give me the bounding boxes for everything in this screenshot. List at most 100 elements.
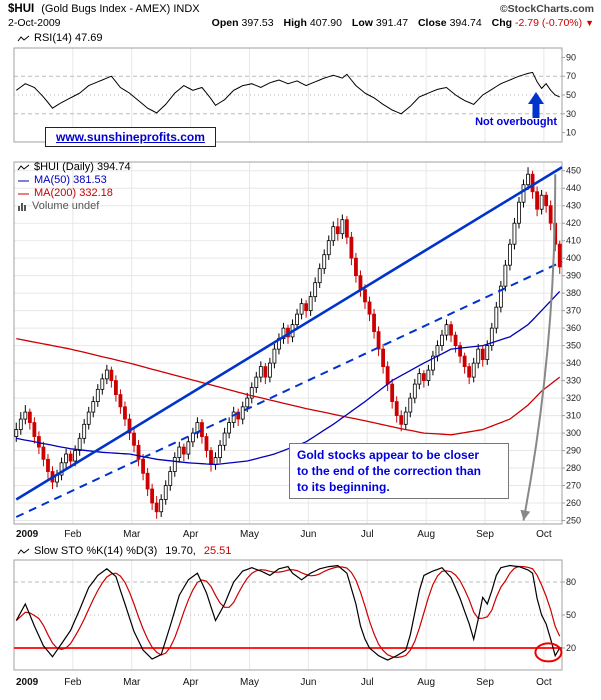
rsi-label: RSI(14) 47.69 [17, 32, 102, 44]
volume-label: Volume undef [17, 200, 99, 212]
rsi-line-icon [17, 35, 30, 41]
ma50-line-icon [18, 180, 29, 181]
ohlc-quote: Open 397.53 High 407.90 Low 391.47 Close 394… [205, 17, 594, 29]
svg-text:May: May [240, 677, 259, 688]
svg-text:Feb: Feb [64, 677, 82, 688]
ma200-line-icon [18, 193, 29, 194]
correction-arrowhead [520, 509, 531, 521]
svg-text:420: 420 [566, 218, 581, 228]
svg-text:450: 450 [566, 166, 581, 176]
quote-row: Open 397.53 High 407.90 Low 391.47 Close 394… [8, 17, 594, 29]
svg-text:30: 30 [566, 109, 576, 119]
svg-text:320: 320 [566, 393, 581, 403]
svg-text:Jun: Jun [300, 677, 316, 688]
svg-text:Aug: Aug [417, 677, 435, 688]
svg-text:May: May [240, 529, 259, 540]
high-label: High [283, 17, 307, 29]
date-label: 2-Oct-2009 [8, 17, 61, 29]
svg-text:Apr: Apr [183, 529, 199, 540]
svg-text:Sep: Sep [476, 677, 494, 688]
price-line-icon [17, 164, 30, 170]
svg-text:340: 340 [566, 358, 581, 368]
svg-text:390: 390 [566, 271, 581, 281]
svg-text:90: 90 [566, 52, 576, 62]
open-value: 397.53 [241, 17, 274, 29]
svg-text:370: 370 [566, 306, 581, 316]
stochastic-label: Slow STO %K(14) %D(3) 19.70, 25.51 [17, 545, 231, 557]
svg-text:300: 300 [566, 428, 581, 438]
ma50-label: MA(50) 381.53 [17, 174, 107, 186]
ma200-line [16, 337, 561, 436]
svg-text:380: 380 [566, 288, 581, 298]
svg-text:430: 430 [566, 201, 581, 211]
svg-text:330: 330 [566, 376, 581, 386]
stochastic-d-line [15, 565, 561, 659]
svg-text:280: 280 [566, 463, 581, 473]
svg-text:350: 350 [566, 341, 581, 351]
symbol: $HUI [8, 3, 35, 15]
stochastic-panel: 80 50 20 2009 Feb Mar Apr May Jun Jul Aug Sep Oct [13, 559, 576, 688]
watermark-link[interactable]: www.sunshineprofits.com [45, 127, 216, 147]
low-value: 391.47 [375, 17, 409, 29]
svg-text:260: 260 [566, 498, 581, 508]
volume-bars-icon [18, 202, 26, 211]
svg-text:Jun: Jun [300, 529, 316, 540]
annotation-correction-note: Gold stocks appear to be closer to the e… [289, 443, 509, 499]
up-arrow-icon [528, 92, 544, 118]
svg-text:2009: 2009 [16, 529, 39, 540]
trendline-dashed [15, 260, 563, 518]
svg-text:Feb: Feb [64, 529, 82, 540]
stochastic-line-icon [17, 548, 30, 554]
oversold-ellipse [534, 642, 563, 663]
down-triangle-icon: ▼ [585, 18, 594, 28]
price-panel: 250 260 270 280 290 300 310 320 330 340 350 360 370 3… [13, 161, 581, 540]
low-label: Low [351, 17, 373, 29]
svg-text:Oct: Oct [536, 677, 552, 688]
correction-arrow [522, 174, 557, 521]
svg-text:20: 20 [566, 643, 576, 653]
svg-text:Sep: Sep [476, 529, 494, 540]
chg-label: Chg [491, 17, 513, 29]
ma200-label: MA(200) 332.18 [17, 187, 113, 199]
rsi-line [16, 71, 560, 115]
svg-text:Oct: Oct [536, 529, 552, 540]
svg-text:Apr: Apr [183, 677, 199, 688]
not-overbought-annotation: Not overbought [475, 116, 557, 128]
svg-text:50: 50 [566, 610, 576, 620]
svg-text:400: 400 [566, 253, 581, 263]
chg-value: -2.79 (-0.70%) [515, 17, 583, 29]
svg-text:Aug: Aug [417, 529, 435, 540]
svg-text:Mar: Mar [123, 677, 141, 688]
stochastic-k-value: 19.70, [165, 545, 196, 557]
svg-text:310: 310 [566, 411, 581, 421]
source-credit: ©StockCharts.com [499, 3, 594, 15]
svg-text:80: 80 [566, 577, 576, 587]
svg-text:2009: 2009 [16, 677, 39, 688]
svg-text:440: 440 [566, 183, 581, 193]
svg-text:10: 10 [566, 128, 576, 138]
price-label: $HUI (Daily) 394.74 [17, 161, 131, 173]
svg-text:360: 360 [566, 323, 581, 333]
ma50-line [16, 290, 561, 466]
close-value: 394.74 [449, 17, 482, 29]
svg-text:50: 50 [566, 90, 576, 100]
svg-text:290: 290 [566, 446, 581, 456]
open-label: Open [211, 17, 239, 29]
stochastic-k-line [15, 564, 561, 661]
candles [14, 167, 562, 519]
header: ©StockCharts.com $HUI (Gold Bugs Index -… [8, 3, 594, 16]
high-value: 407.90 [309, 17, 342, 29]
svg-text:270: 270 [566, 481, 581, 491]
svg-text:250: 250 [566, 516, 581, 526]
svg-text:Mar: Mar [123, 529, 141, 540]
svg-text:Jul: Jul [361, 529, 374, 540]
trendline-solid [15, 166, 563, 501]
rsi-panel: 90 70 50 30 10 [13, 47, 576, 143]
svg-text:410: 410 [566, 236, 581, 246]
svg-text:Jul: Jul [361, 677, 374, 688]
svg-text:70: 70 [566, 71, 576, 81]
symbol-name: (Gold Bugs Index - AMEX) INDX [41, 3, 200, 15]
close-label: Close [417, 17, 447, 29]
stochastic-d-value: 25.51 [203, 545, 232, 557]
